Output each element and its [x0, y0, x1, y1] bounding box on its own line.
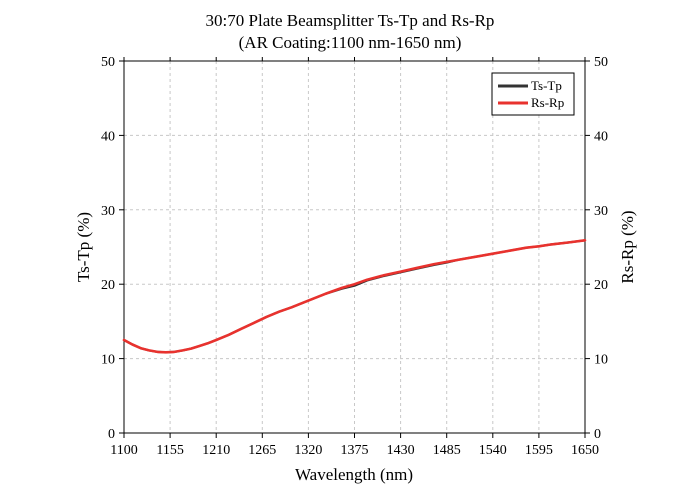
y-axis-label-right: Rs-Rp (%) [618, 210, 637, 283]
chart-title: 30:70 Plate Beamsplitter Ts-Tp and Rs-Rp [205, 11, 495, 30]
y-tick-label-right: 0 [594, 427, 601, 442]
y-tick-label-left: 0 [108, 427, 115, 442]
x-tick-label: 1375 [341, 443, 369, 458]
y-tick-label-left: 20 [101, 278, 115, 293]
y-tick-label-right: 50 [594, 55, 608, 70]
x-axis-label: Wavelength (nm) [295, 465, 413, 484]
legend-label-rs-rp: Rs-Rp [531, 95, 564, 110]
legend-label-ts-tp: Ts-Tp [531, 78, 562, 93]
y-tick-label-right: 10 [594, 353, 608, 368]
chart-subtitle: (AR Coating:1100 nm-1650 nm) [238, 33, 462, 52]
x-tick-label: 1155 [156, 443, 183, 458]
y-tick-label-right: 20 [594, 278, 608, 293]
y-tick-label-left: 30 [101, 204, 115, 219]
y-tick-label-right: 40 [594, 129, 608, 144]
x-tick-label: 1265 [248, 443, 276, 458]
x-tick-label: 1100 [110, 443, 137, 458]
x-tick-label: 1320 [294, 443, 322, 458]
y-tick-label-left: 50 [101, 55, 115, 70]
y-axis-label-left: Ts-Tp (%) [74, 212, 93, 282]
series-lines [122, 239, 587, 354]
x-tick-label: 1485 [433, 443, 461, 458]
x-tick-label: 1210 [202, 443, 230, 458]
y-tick-label-left: 40 [101, 129, 115, 144]
x-tick-label: 1595 [525, 443, 553, 458]
x-tick-label: 1650 [571, 443, 599, 458]
axis-ticks: 1100 1155 1210 1265 1320 1375 1430 1485 1540 1595… [101, 55, 608, 458]
legend: Ts-Tp Rs-Rp [491, 72, 575, 116]
x-tick-label: 1430 [387, 443, 415, 458]
x-tick-label: 1540 [479, 443, 507, 458]
grid-lines [124, 61, 585, 433]
series-line-rs-rp [122, 239, 587, 354]
legend-box [491, 72, 575, 116]
y-tick-label-right: 30 [594, 204, 608, 219]
y-tick-label-left: 10 [101, 353, 115, 368]
